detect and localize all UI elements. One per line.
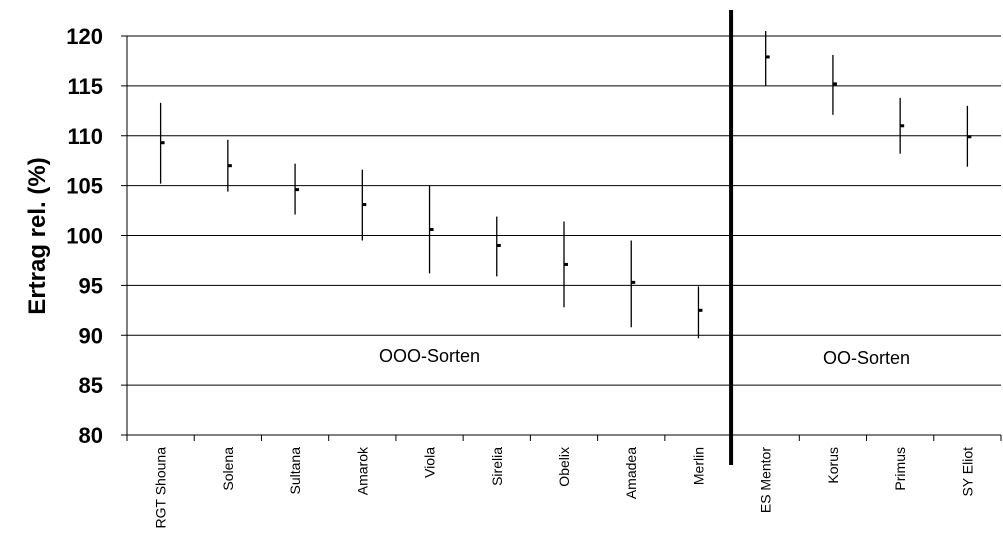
xtick-label: Viola (422, 447, 438, 478)
ytick-label-120: 120 (66, 24, 103, 49)
mean-marker (631, 280, 636, 284)
mean-marker (900, 124, 905, 128)
xtick-label: Amadea (623, 447, 639, 499)
mean-marker (160, 141, 165, 145)
data-marks (159, 10, 972, 465)
xtick-label: Amarok (354, 446, 370, 495)
ytick-label-100: 100 (66, 224, 103, 249)
mean-marker (227, 164, 232, 168)
mean-marker (832, 82, 837, 86)
xtick-label: Solena (220, 447, 236, 491)
ytick-label-110: 110 (68, 124, 104, 149)
mean-marker (295, 188, 300, 192)
ytick-label-80: 80 (79, 423, 103, 448)
mean-marker (362, 203, 367, 207)
y-axis-title: Ertrag rel. (%) (24, 157, 51, 314)
ytick-label-85: 85 (79, 373, 103, 398)
xtick-label: Obelix (556, 447, 572, 487)
mean-marker (765, 55, 770, 59)
xtick-label: ES Mentor (758, 447, 774, 513)
xtick-label: SY Eliot (959, 447, 975, 497)
mean-marker (429, 228, 434, 232)
group-label-oo: OO-Sorten (823, 348, 910, 368)
mean-marker (496, 243, 501, 247)
xtick-label: Merlin (690, 447, 706, 485)
xtick-label: Primus (892, 447, 908, 491)
ytick-label-95: 95 (79, 273, 103, 298)
xtick-label: Korus (825, 447, 841, 484)
x-axis: RGT Shouna Solena Sultana Amarok Viola Sireli… (126, 435, 1002, 529)
group-label-ooo: OOO-Sorten (379, 346, 480, 366)
xtick-label: Sirelia (489, 447, 505, 486)
ytick-label-115: 115 (68, 74, 104, 99)
y-axis: 80 85 90 95 100 105 110 115 120 (66, 24, 128, 448)
group-labels: OOO-Sorten OO-Sorten (379, 346, 910, 368)
ytick-label-90: 90 (79, 323, 103, 348)
ytick-label-105: 105 (66, 174, 103, 199)
mean-marker (967, 135, 972, 139)
mean-marker (564, 262, 568, 266)
mean-marker (698, 308, 703, 312)
xtick-label: RGT Shouna (153, 447, 169, 529)
xtick-label: Sultana (287, 447, 303, 495)
